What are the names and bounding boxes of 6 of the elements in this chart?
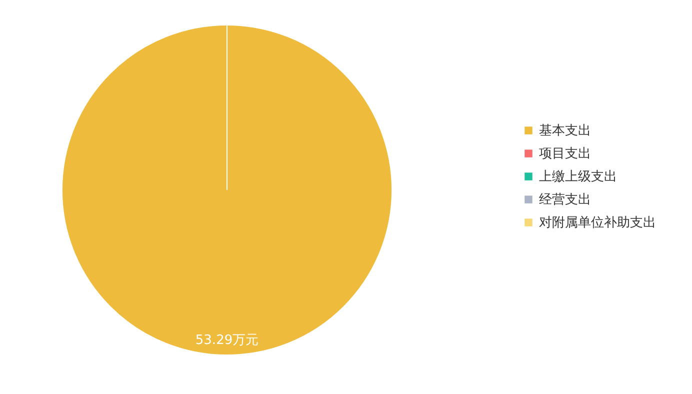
data-label: 53.29万元 [195, 333, 259, 348]
legend-label: 基本支出 [539, 124, 591, 138]
legend-label: 经营支出 [539, 192, 591, 208]
legend-label: 对附属单位补助支出 [539, 216, 656, 230]
legend-label: 上缴上级支出 [539, 170, 617, 184]
legend-label: 项目支出 [539, 146, 591, 162]
